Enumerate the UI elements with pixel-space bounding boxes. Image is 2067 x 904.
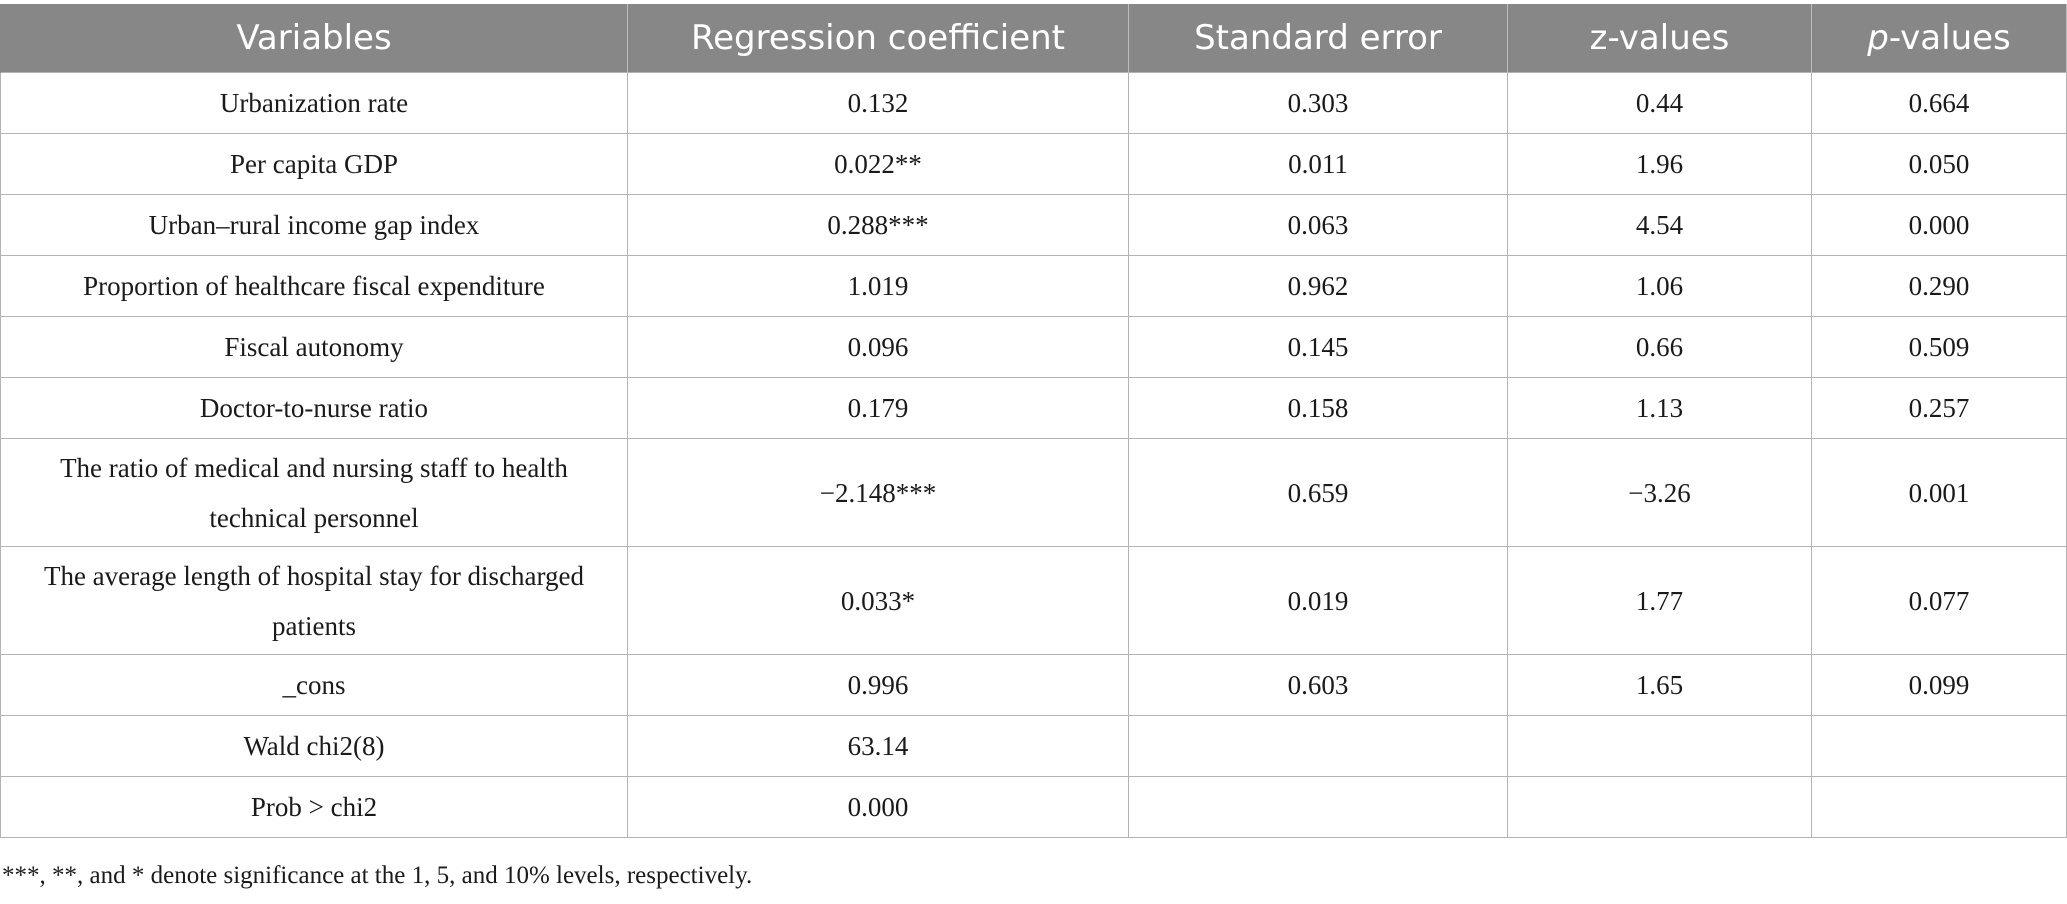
header-row: Variables Regression coefficient Standar… — [0, 4, 2067, 73]
cell-z-value: 0.66 — [1507, 316, 1812, 378]
cell-p-value: 0.001 — [1811, 438, 2067, 547]
cell-z-value: 4.54 — [1507, 194, 1812, 256]
cell-variable: Fiscal autonomy — [0, 316, 628, 378]
cell-coefficient: −2.148*** — [627, 438, 1129, 547]
header-p-values-italic: p — [1867, 18, 1889, 58]
cell-p-value: 0.000 — [1811, 194, 2067, 256]
cell-coefficient: 0.132 — [627, 72, 1129, 134]
cell-variable: Urban–rural income gap index — [0, 194, 628, 256]
cell-z-value: 0.44 — [1507, 72, 1812, 134]
cell-p-value — [1811, 715, 2067, 777]
table-header: Variables Regression coefficient Standar… — [0, 4, 2067, 73]
table-row: Per capita GDP 0.022** 0.011 1.96 0.050 — [0, 133, 2067, 195]
cell-p-value: 0.099 — [1811, 654, 2067, 716]
cell-std-error: 0.063 — [1128, 194, 1508, 256]
cell-coefficient: 0.000 — [627, 776, 1129, 838]
cell-coefficient: 0.179 — [627, 377, 1129, 439]
cell-z-value — [1507, 776, 1812, 838]
cell-variable: Prob > chi2 — [0, 776, 628, 838]
table-row: Fiscal autonomy 0.096 0.145 0.66 0.509 — [0, 316, 2067, 378]
header-p-values: p-values — [1811, 4, 2067, 73]
cell-std-error: 0.158 — [1128, 377, 1508, 439]
cell-coefficient: 0.996 — [627, 654, 1129, 716]
header-variables: Variables — [0, 4, 628, 73]
cell-coefficient: 0.033* — [627, 546, 1129, 655]
cell-z-value: 1.13 — [1507, 377, 1812, 439]
cell-variable: Doctor-to-nurse ratio — [0, 377, 628, 439]
cell-p-value: 0.077 — [1811, 546, 2067, 655]
cell-p-value — [1811, 776, 2067, 838]
cell-p-value: 0.509 — [1811, 316, 2067, 378]
header-regression-coefficient: Regression coefficient — [627, 4, 1129, 73]
cell-z-value — [1507, 715, 1812, 777]
table-row: Wald chi2(8) 63.14 — [0, 715, 2067, 777]
cell-std-error: 0.303 — [1128, 72, 1508, 134]
table-row: Proportion of healthcare fiscal expendit… — [0, 255, 2067, 317]
cell-std-error: 0.603 — [1128, 654, 1508, 716]
table-row: Prob > chi2 0.000 — [0, 776, 2067, 838]
table-row: Urban–rural income gap index 0.288*** 0.… — [0, 194, 2067, 256]
regression-table: Variables Regression coefficient Standar… — [0, 4, 2067, 838]
header-p-values-rest: -values — [1888, 18, 2011, 58]
header-standard-error: Standard error — [1128, 4, 1508, 73]
table-row: The ratio of medical and nursing staff t… — [0, 438, 2067, 547]
cell-std-error: 0.962 — [1128, 255, 1508, 317]
cell-std-error: 0.145 — [1128, 316, 1508, 378]
cell-z-value: −3.26 — [1507, 438, 1812, 547]
cell-z-value: 1.65 — [1507, 654, 1812, 716]
cell-variable: The ratio of medical and nursing staff t… — [0, 438, 628, 547]
cell-variable: Proportion of healthcare fiscal expendit… — [0, 255, 628, 317]
cell-variable: The average length of hospital stay for … — [0, 546, 628, 655]
cell-coefficient: 0.096 — [627, 316, 1129, 378]
cell-coefficient: 0.288*** — [627, 194, 1129, 256]
cell-p-value: 0.050 — [1811, 133, 2067, 195]
cell-p-value: 0.664 — [1811, 72, 2067, 134]
table-footnote: ***, **, and * denote significance at th… — [2, 862, 753, 889]
cell-coefficient: 63.14 — [627, 715, 1129, 777]
cell-variable: Wald chi2(8) — [0, 715, 628, 777]
table-row: The average length of hospital stay for … — [0, 546, 2067, 655]
table-row: _cons 0.996 0.603 1.65 0.099 — [0, 654, 2067, 716]
regression-table-container: Variables Regression coefficient Standar… — [0, 4, 2067, 838]
cell-variable: _cons — [0, 654, 628, 716]
cell-coefficient: 1.019 — [627, 255, 1129, 317]
cell-z-value: 1.77 — [1507, 546, 1812, 655]
cell-std-error: 0.019 — [1128, 546, 1508, 655]
cell-std-error: 0.659 — [1128, 438, 1508, 547]
cell-variable: Per capita GDP — [0, 133, 628, 195]
cell-std-error — [1128, 715, 1508, 777]
cell-z-value: 1.96 — [1507, 133, 1812, 195]
cell-std-error — [1128, 776, 1508, 838]
cell-p-value: 0.290 — [1811, 255, 2067, 317]
cell-z-value: 1.06 — [1507, 255, 1812, 317]
header-z-values: z-values — [1507, 4, 1812, 73]
cell-p-value: 0.257 — [1811, 377, 2067, 439]
cell-coefficient: 0.022** — [627, 133, 1129, 195]
table-body: Urbanization rate 0.132 0.303 0.44 0.664… — [0, 72, 2067, 838]
table-row: Doctor-to-nurse ratio 0.179 0.158 1.13 0… — [0, 377, 2067, 439]
cell-std-error: 0.011 — [1128, 133, 1508, 195]
cell-variable: Urbanization rate — [0, 72, 628, 134]
table-row: Urbanization rate 0.132 0.303 0.44 0.664 — [0, 72, 2067, 134]
